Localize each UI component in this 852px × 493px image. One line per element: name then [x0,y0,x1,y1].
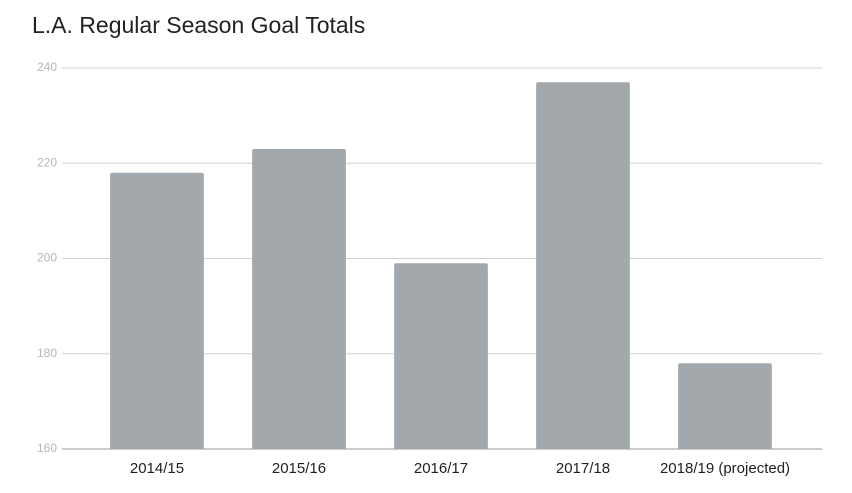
y-tick-label: 240 [37,60,57,74]
x-tick-label: 2014/15 [130,460,184,477]
bar [678,363,772,449]
x-tick-label: 2018/19 (projected) [660,460,790,477]
chart-title: L.A. Regular Season Goal Totals [32,12,365,38]
y-tick-label: 220 [37,155,57,169]
x-tick-label: 2015/16 [272,460,326,477]
bar [252,148,346,449]
y-tick-label: 180 [37,346,57,360]
bar [536,82,630,449]
x-tick-label: 2017/18 [556,460,610,477]
bar [110,172,204,449]
x-tick-label: 2016/17 [414,460,468,477]
bar [394,263,488,449]
y-tick-label: 160 [37,441,57,455]
y-tick-label: 200 [37,251,57,265]
